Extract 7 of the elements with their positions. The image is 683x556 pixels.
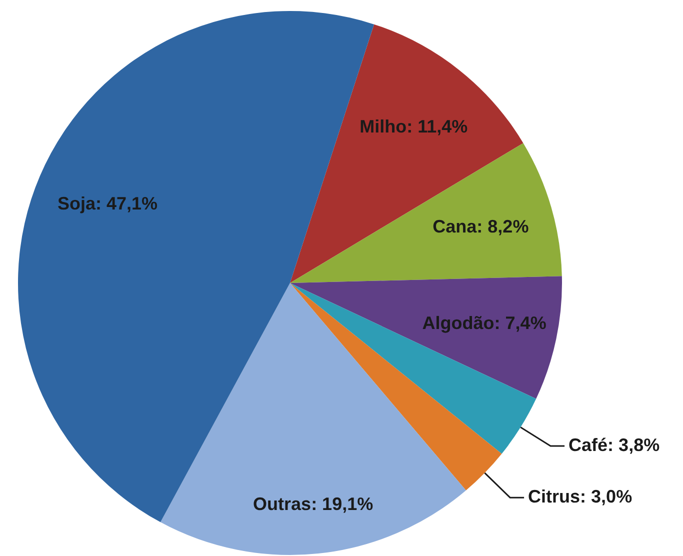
slice-label: Café: 3,8% [568, 435, 660, 456]
slice-label: Algodão: 7,4% [422, 312, 546, 333]
slice-label: Milho: 11,4% [360, 116, 468, 137]
slice-label: Soja: 47,1% [58, 194, 158, 214]
slice-label: Cana: 8,2% [432, 216, 529, 237]
slice-label: Citrus: 3,0% [528, 486, 632, 507]
slice-label: Outras: 19,1% [253, 494, 374, 514]
